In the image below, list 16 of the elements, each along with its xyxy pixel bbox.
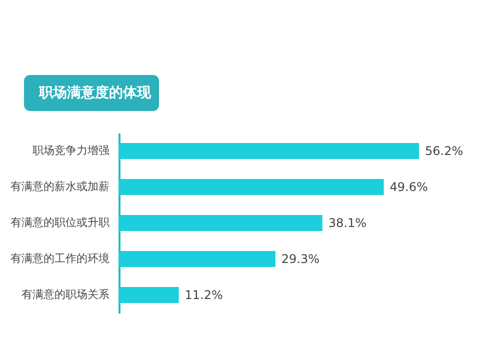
bar [119,215,322,231]
y-tick-label: 职场竞争力增强 [32,144,110,157]
bar [119,179,384,195]
chart-title: 职场满意度的体现 [38,84,152,101]
data-label: 38.1% [328,216,367,230]
bar [119,143,419,159]
data-label: 11.2% [184,288,223,302]
bar [119,251,276,267]
y-tick-label: 有满意的职位或升职 [10,216,110,229]
y-tick-label: 有满意的职场关系 [22,288,110,301]
data-label: 49.6% [390,180,428,194]
y-tick-label: 有满意的薪水或加薪 [10,180,110,193]
data-label: 56.2% [425,144,464,158]
y-tick-label: 有满意的工作的环境 [10,252,110,265]
bar [119,287,179,303]
data-label: 29.3% [281,252,320,266]
